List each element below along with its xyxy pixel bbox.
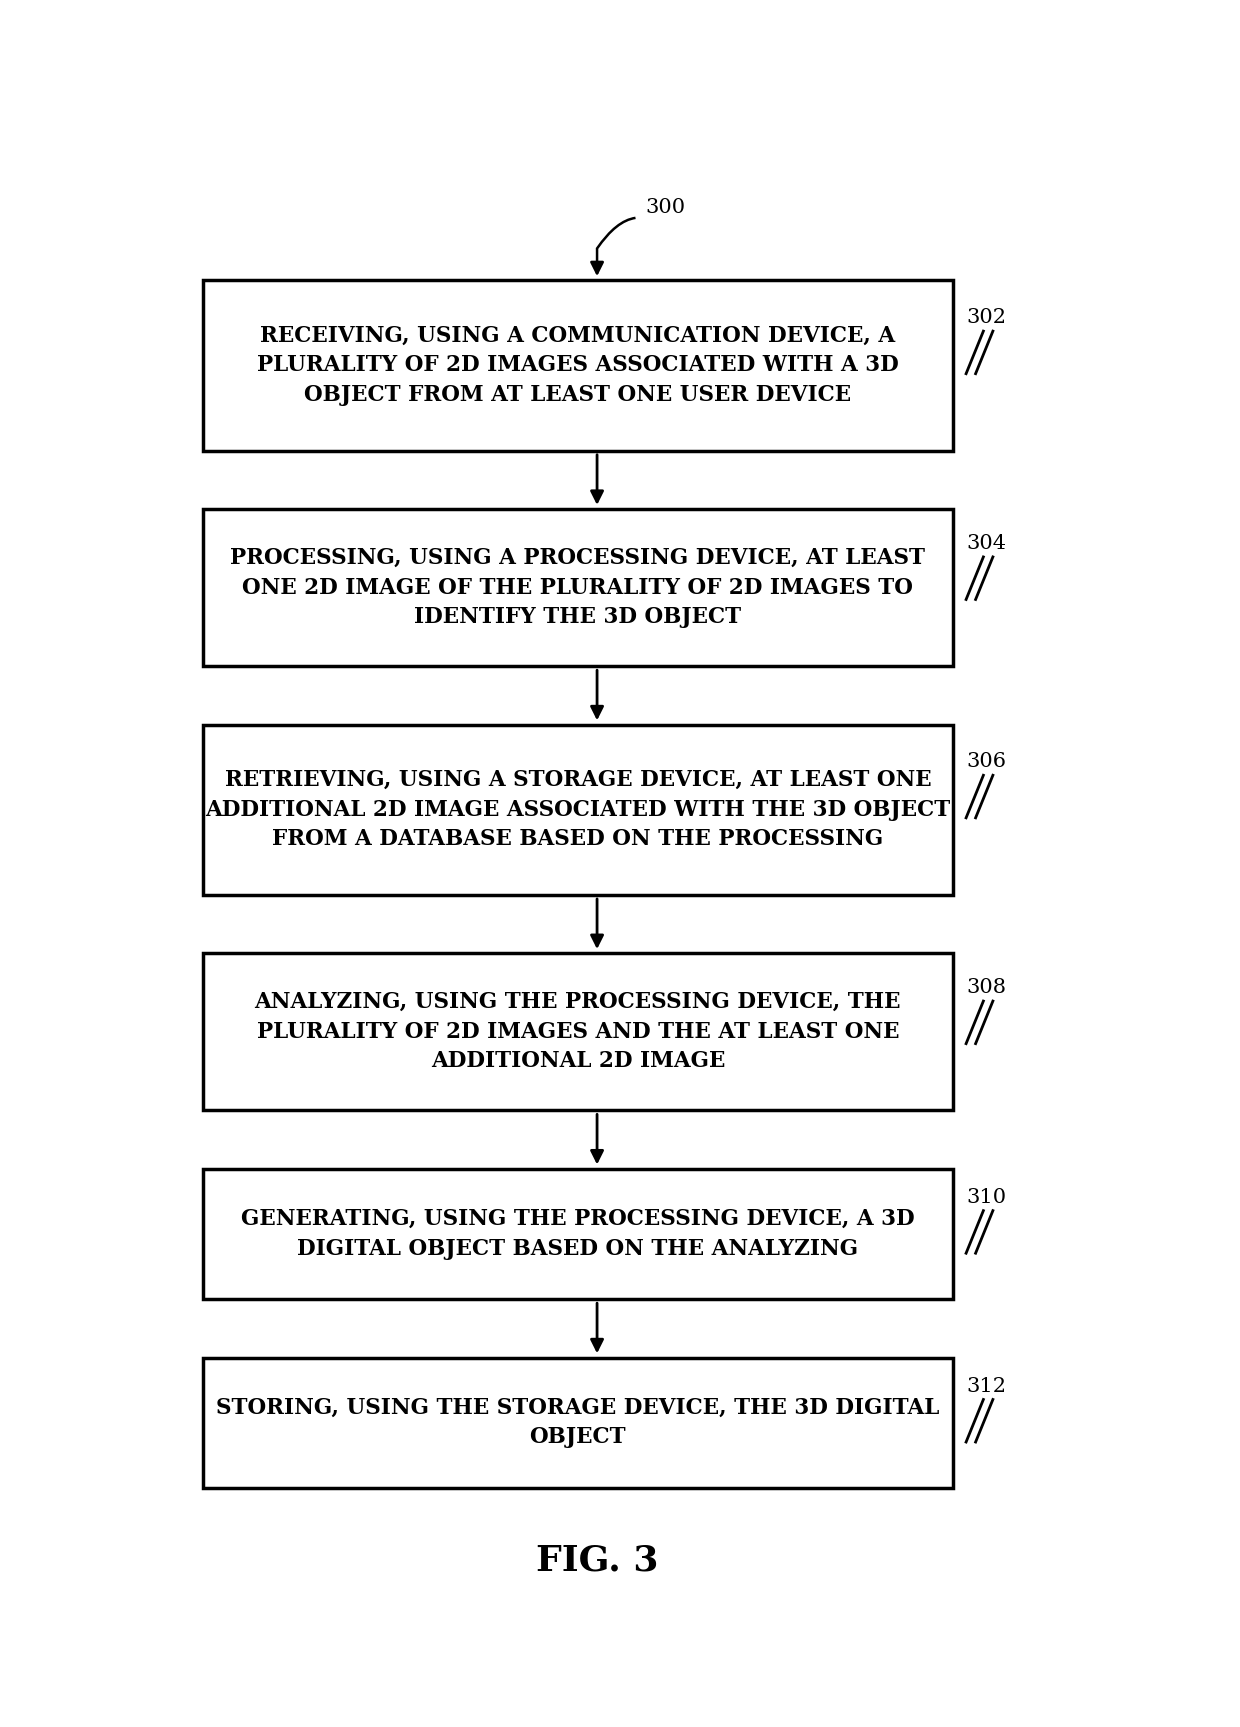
Text: RETRIEVING, USING A STORAGE DEVICE, AT LEAST ONE
ADDITIONAL 2D IMAGE ASSOCIATED : RETRIEVING, USING A STORAGE DEVICE, AT L… xyxy=(205,769,951,850)
FancyBboxPatch shape xyxy=(203,725,952,895)
Text: STORING, USING THE STORAGE DEVICE, THE 3D DIGITAL
OBJECT: STORING, USING THE STORAGE DEVICE, THE 3… xyxy=(216,1397,940,1449)
Text: 304: 304 xyxy=(966,534,1006,553)
Text: RECEIVING, USING A COMMUNICATION DEVICE, A
PLURALITY OF 2D IMAGES ASSOCIATED WIT: RECEIVING, USING A COMMUNICATION DEVICE,… xyxy=(257,325,899,406)
Text: 300: 300 xyxy=(645,197,686,218)
Text: GENERATING, USING THE PROCESSING DEVICE, A 3D
DIGITAL OBJECT BASED ON THE ANALYZ: GENERATING, USING THE PROCESSING DEVICE,… xyxy=(241,1207,915,1259)
FancyBboxPatch shape xyxy=(203,1169,952,1299)
Text: 306: 306 xyxy=(966,753,1006,772)
Text: ANALYZING, USING THE PROCESSING DEVICE, THE
PLURALITY OF 2D IMAGES AND THE AT LE: ANALYZING, USING THE PROCESSING DEVICE, … xyxy=(254,991,901,1072)
Text: 312: 312 xyxy=(966,1376,1006,1395)
FancyBboxPatch shape xyxy=(203,1357,952,1489)
Text: FIG. 3: FIG. 3 xyxy=(536,1544,658,1578)
Text: 302: 302 xyxy=(966,309,1006,328)
Text: 310: 310 xyxy=(966,1188,1006,1207)
Text: 308: 308 xyxy=(966,977,1006,996)
FancyBboxPatch shape xyxy=(203,280,952,451)
Text: PROCESSING, USING A PROCESSING DEVICE, AT LEAST
ONE 2D IMAGE OF THE PLURALITY OF: PROCESSING, USING A PROCESSING DEVICE, A… xyxy=(231,547,925,629)
FancyBboxPatch shape xyxy=(203,953,952,1110)
FancyBboxPatch shape xyxy=(203,509,952,667)
